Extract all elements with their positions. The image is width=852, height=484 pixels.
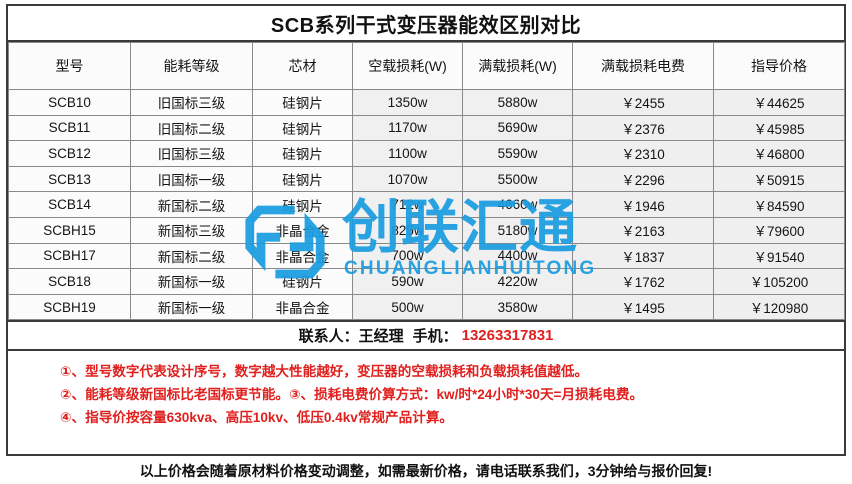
cell-noload: 700w <box>352 242 463 270</box>
cell-price: ￥50915 <box>713 165 845 193</box>
table-frame: SCB系列干式变压器能效区别对比 型号 能耗等级 芯材 空载损耗(W) 满载损耗… <box>6 4 846 456</box>
cell-fullload: 5180w <box>462 216 573 244</box>
cell-fee: ￥1837 <box>572 242 714 270</box>
phone-number: 13263317831 <box>461 327 554 345</box>
cell-noload: 590w <box>352 268 463 295</box>
note-line-3: ④、指导价按容量630kva、高压10kv、低压0.4kv常规产品计算。 <box>60 410 454 426</box>
cell-price: ￥91540 <box>713 242 845 270</box>
cell-core: 硅钢片 <box>252 191 353 218</box>
cell-fullload: 5880w <box>462 89 573 116</box>
cell-fullload: 3580w <box>462 293 573 321</box>
column-header-core: 芯材 <box>252 42 353 90</box>
cell-price: ￥79600 <box>713 216 845 244</box>
cell-fee: ￥2163 <box>572 216 714 244</box>
cell-grade: 新国标二级 <box>130 242 253 270</box>
column-header-price: 指导价格 <box>713 42 845 90</box>
cell-price: ￥45985 <box>713 114 845 142</box>
table-row: SCBH15 新国标三级 非晶合金 825w 5180w ￥2163 ￥7960… <box>8 216 845 244</box>
cell-fullload: 4660w <box>462 191 573 218</box>
cell-model: SCB14 <box>8 191 131 218</box>
cell-grade: 旧国标三级 <box>130 89 253 116</box>
cell-fee: ￥2455 <box>572 89 714 116</box>
cell-noload: 1350w <box>352 89 463 116</box>
cell-core: 硅钢片 <box>252 140 353 167</box>
cell-price: ￥84590 <box>713 191 845 218</box>
cell-model: SCB18 <box>8 268 131 295</box>
cell-noload: 712w <box>352 191 463 218</box>
cell-price: ￥120980 <box>713 293 845 321</box>
comparison-table: 型号 能耗等级 芯材 空载损耗(W) 满载损耗(W) 满载损耗电费 指导价格 S… <box>8 42 845 321</box>
column-header-fee: 满载损耗电费 <box>572 42 714 90</box>
table-row: SCB14 新国标二级 硅钢片 712w 4660w ￥1946 ￥84590 <box>8 191 845 218</box>
cell-price: ￥44625 <box>713 89 845 116</box>
column-header-grade: 能耗等级 <box>130 42 253 90</box>
cell-core: 硅钢片 <box>252 268 353 295</box>
column-header-model: 型号 <box>8 42 131 90</box>
cell-noload: 1100w <box>352 140 463 167</box>
cell-noload: 500w <box>352 293 463 321</box>
cell-model: SCBH15 <box>8 216 131 244</box>
note-line-2: ②、能耗等级新国标比老国标更节能。③、损耗电费价算方式：kw/时*24小时*30… <box>60 387 644 403</box>
table-row: SCB18 新国标一级 硅钢片 590w 4220w ￥1762 ￥105200 <box>8 268 845 295</box>
cell-fullload: 4220w <box>462 268 573 295</box>
cell-model: SCBH19 <box>8 293 131 321</box>
cell-fee: ￥2376 <box>572 114 714 142</box>
phone-label: 手机： <box>412 328 458 346</box>
cell-price: ￥105200 <box>713 268 845 295</box>
cell-price: ￥46800 <box>713 140 845 167</box>
table-row: SCBH19 新国标一级 非晶合金 500w 3580w ￥1495 ￥1209… <box>8 293 845 321</box>
note-line-1: ①、型号数字代表设计序号，数字越大性能越好，变压器的空载损耗和负载损耗值越低。 <box>60 364 589 380</box>
cell-model: SCB13 <box>8 165 131 193</box>
column-header-fullload: 满载损耗(W) <box>462 42 573 90</box>
cell-grade: 旧国标三级 <box>130 140 253 167</box>
cell-core: 硅钢片 <box>252 89 353 116</box>
footer-bar: 以上价格会随着原材料价格变动调整，如需最新价格，请电话联系我们，3分钟给与报价回… <box>0 458 852 484</box>
cell-noload: 825w <box>352 216 463 244</box>
contact-bar: 联系人：王经理 手机： 13263317831 <box>8 320 844 352</box>
cell-fee: ￥1762 <box>572 268 714 295</box>
page-title: SCB系列干式变压器能效区别对比 <box>270 14 582 37</box>
table-row: SCB13 旧国标一级 硅钢片 1070w 5500w ￥2296 ￥50915 <box>8 165 845 193</box>
cell-fullload: 5590w <box>462 140 573 167</box>
table-row: SCBH17 新国标二级 非晶合金 700w 4400w ￥1837 ￥9154… <box>8 242 845 270</box>
cell-core: 非晶合金 <box>252 242 353 270</box>
contact-person: 联系人：王经理 <box>298 328 404 346</box>
cell-grade: 新国标一级 <box>130 268 253 295</box>
table-body: 型号 能耗等级 芯材 空载损耗(W) 满载损耗(W) 满载损耗电费 指导价格 S… <box>8 42 845 321</box>
cell-grade: 旧国标一级 <box>130 165 253 193</box>
cell-model: SCBH17 <box>8 242 131 270</box>
cell-model: SCB12 <box>8 140 131 167</box>
table-header-row: 型号 能耗等级 芯材 空载损耗(W) 满载损耗(W) 满载损耗电费 指导价格 <box>8 42 845 90</box>
column-header-noload: 空载损耗(W) <box>352 42 463 90</box>
cell-noload: 1170w <box>352 114 463 142</box>
cell-grade: 新国标一级 <box>130 293 253 321</box>
table-row: SCB10 旧国标三级 硅钢片 1350w 5880w ￥2455 ￥44625 <box>8 89 845 116</box>
cell-grade: 新国标三级 <box>130 216 253 244</box>
footer-note: 以上价格会随着原材料价格变动调整，如需最新价格，请电话联系我们，3分钟给与报价回… <box>139 463 713 479</box>
cell-grade: 旧国标二级 <box>130 114 253 142</box>
cell-model: SCB10 <box>8 89 131 116</box>
cell-fullload: 5500w <box>462 165 573 193</box>
notes-block: ①、型号数字代表设计序号，数字越大性能越好，变压器的空载损耗和负载损耗值越低。 … <box>8 351 844 438</box>
cell-fee: ￥1946 <box>572 191 714 218</box>
cell-noload: 1070w <box>352 165 463 193</box>
cell-model: SCB11 <box>8 114 131 142</box>
cell-fullload: 5690w <box>462 114 573 142</box>
cell-core: 硅钢片 <box>252 165 353 193</box>
cell-fee: ￥2296 <box>572 165 714 193</box>
table-row: SCB11 旧国标二级 硅钢片 1170w 5690w ￥2376 ￥45985 <box>8 114 845 142</box>
cell-fee: ￥1495 <box>572 293 714 321</box>
table-row: SCB12 旧国标三级 硅钢片 1100w 5590w ￥2310 ￥46800 <box>8 140 845 167</box>
cell-fullload: 4400w <box>462 242 573 270</box>
cell-grade: 新国标二级 <box>130 191 253 218</box>
cell-fee: ￥2310 <box>572 140 714 167</box>
cell-core: 非晶合金 <box>252 216 353 244</box>
cell-core: 硅钢片 <box>252 114 353 142</box>
title-bar: SCB系列干式变压器能效区别对比 <box>8 6 844 42</box>
cell-core: 非晶合金 <box>252 293 353 321</box>
